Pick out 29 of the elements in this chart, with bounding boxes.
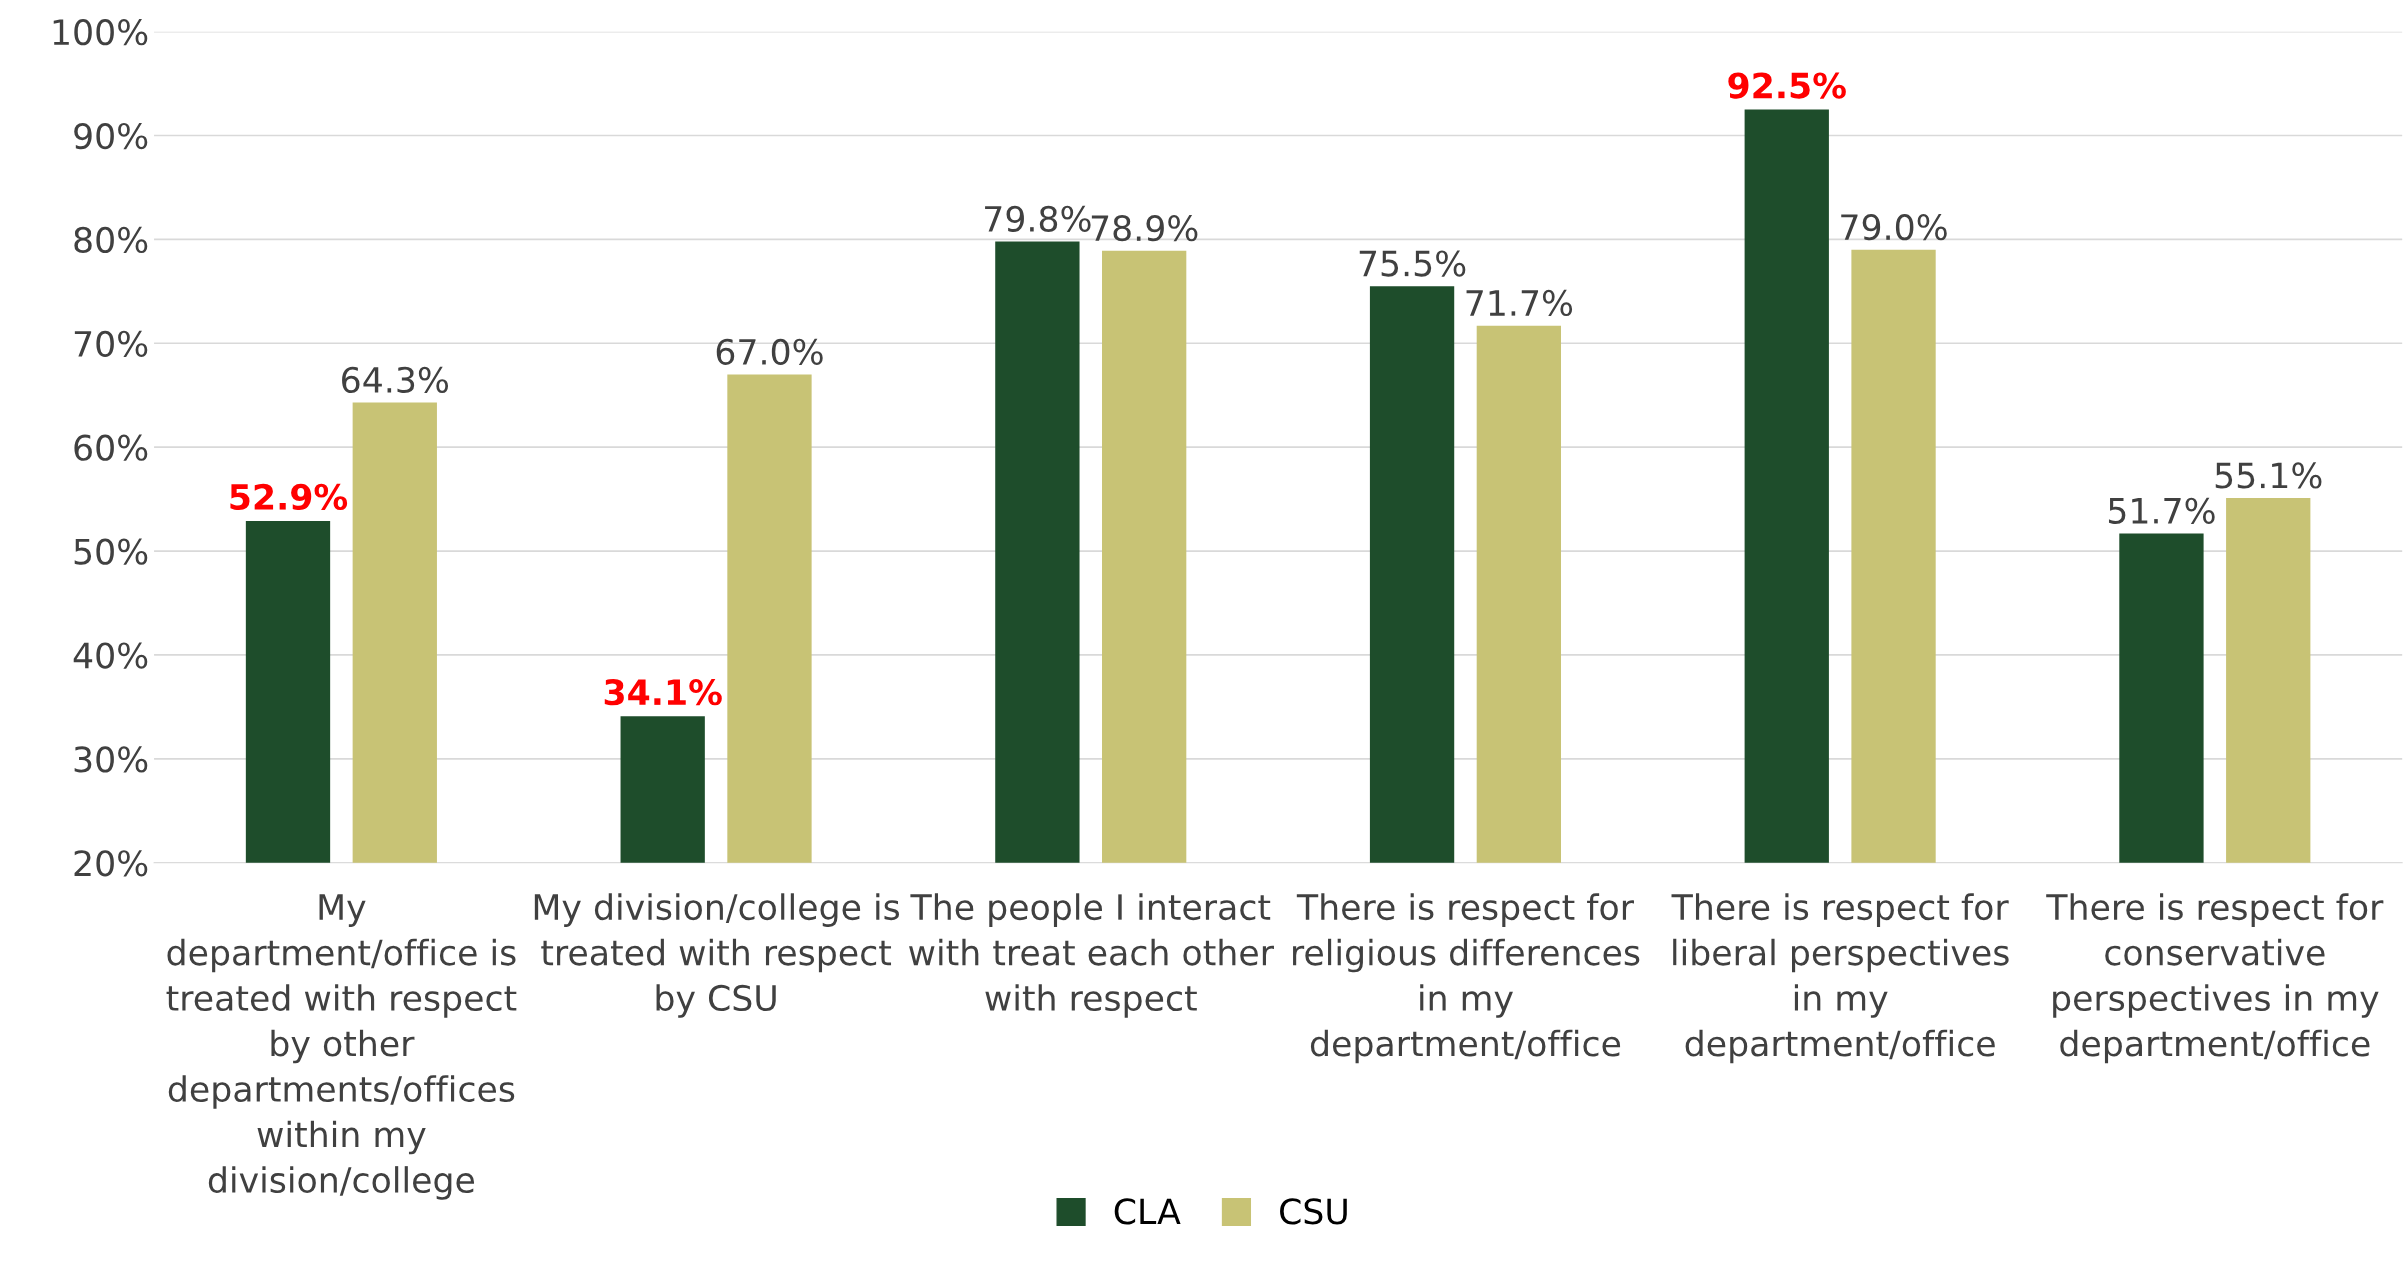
x-tick-label: My division/college is treated with respect by CSU — [534, 893, 900, 1018]
y-tick-label: 60% — [74, 434, 148, 461]
data-label: 78.9% — [1091, 215, 1198, 242]
y-tick-label: 90% — [74, 122, 148, 150]
y-tick-label: 100% — [53, 19, 148, 46]
legend-label: CSU — [1280, 1198, 1347, 1225]
data-label: 67.0% — [716, 338, 823, 365]
x-tick-label: The people I interact with treat each other with respect — [909, 893, 1274, 1018]
x-tick-label: My department/office is treated with respect by other departments/offices within my division/college — [166, 894, 517, 1200]
y-tick-label: 40% — [73, 642, 148, 669]
annotation: 92.5% — [1728, 72, 1846, 99]
legend-label: CLA — [1114, 1198, 1181, 1225]
data-label: 71.7% — [1466, 289, 1573, 317]
y-tick-label: 30% — [74, 746, 148, 773]
data-label: 64.3% — [342, 366, 449, 393]
y-tick-label: 20% — [74, 850, 148, 877]
data-label: 79.0% — [1841, 214, 1947, 241]
annotation: 52.9% — [230, 483, 348, 511]
data-label: 55.1% — [2215, 462, 2322, 489]
data-label: 79.8% — [985, 205, 1091, 232]
x-tick-label: There is respect for liberal perspectives in my department/office — [1671, 893, 2009, 1064]
annotation: 34.1% — [604, 679, 722, 706]
x-tick-label: There is respect for religious differences in my department/office — [1293, 893, 1640, 1064]
x-tick-label: There is respect for conservative perspectives in my department/office — [2046, 893, 2384, 1064]
y-tick-label: 70% — [74, 330, 148, 357]
data-label: 51.7% — [2108, 497, 2215, 524]
data-label: 75.5% — [1359, 250, 1466, 277]
y-tick-label: 80% — [74, 226, 148, 254]
y-tick-label: 50% — [74, 538, 148, 565]
